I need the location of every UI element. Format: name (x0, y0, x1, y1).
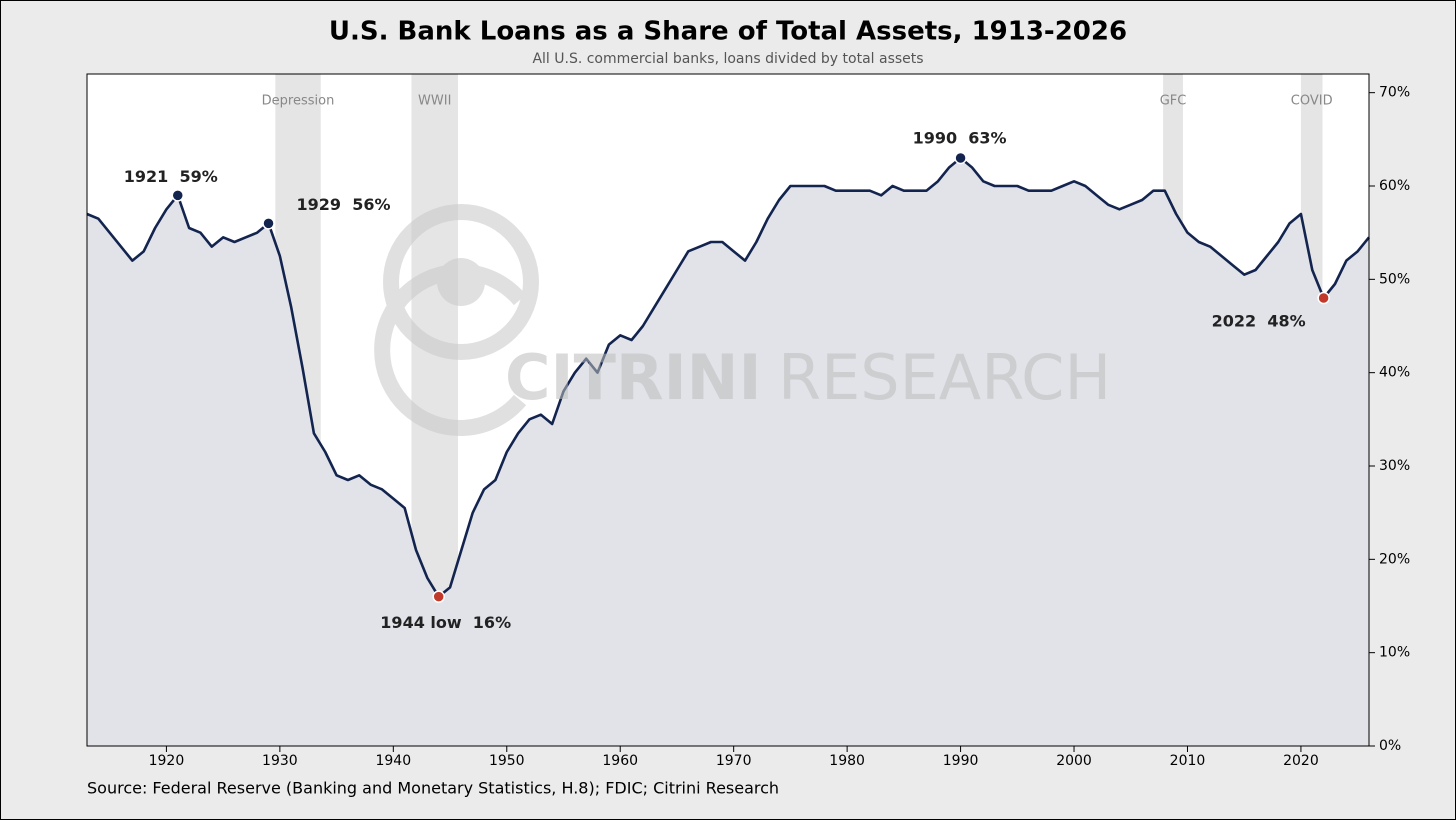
y-tick-label: 10% (1379, 645, 1410, 661)
period-label: WWII (418, 94, 451, 109)
annotation-label: 1944 low 16% (380, 613, 511, 632)
y-tick-label: 40% (1379, 365, 1410, 381)
chart-subtitle: All U.S. commercial banks, loans divided… (532, 51, 923, 67)
x-tick-label: 1940 (375, 753, 411, 769)
y-tick-label: 30% (1379, 458, 1410, 474)
period-label: GFC (1160, 94, 1187, 109)
x-tick-label: 2010 (1170, 753, 1206, 769)
annotation-marker (1317, 291, 1330, 305)
x-tick-label: 2000 (1056, 753, 1092, 769)
annotation-label: 1929 56% (297, 195, 391, 214)
watermark-text: CITRINI (505, 341, 762, 414)
logo-arc (374, 264, 527, 436)
watermark-text: RESEARCH (778, 341, 1111, 414)
watermark: CITRINI RESEARCH (374, 204, 1111, 436)
chart-title: U.S. Bank Loans as a Share of Total Asse… (329, 17, 1127, 47)
area (87, 158, 1369, 746)
period-label: Depression (262, 94, 335, 109)
x-tick-label: 1990 (943, 753, 979, 769)
x-tick-label: 2020 (1283, 753, 1319, 769)
annotation-label: 1921 59% (124, 167, 218, 186)
x-tick-label: 1960 (602, 753, 638, 769)
period-label: COVID (1291, 94, 1333, 109)
annotation-label: 2022 48% (1212, 312, 1306, 331)
x-tick-label: 1930 (262, 753, 298, 769)
y-tick-label: 20% (1379, 551, 1410, 567)
y-tick-label: 50% (1379, 271, 1410, 287)
x-tick-label: 1950 (489, 753, 525, 769)
x-tick-label: 1920 (149, 753, 185, 769)
x-tick-label: 1970 (716, 753, 752, 769)
logo-ring (383, 204, 539, 360)
source-note: Source: Federal Reserve (Banking and Mon… (87, 779, 779, 798)
annotation-marker (954, 151, 967, 165)
y-tick-label: 60% (1379, 178, 1410, 194)
line (86, 156, 1371, 598)
y-tick-label: 70% (1379, 85, 1410, 101)
annotation-label: 1990 63% (913, 129, 1007, 148)
x-tick-label: 1980 (829, 753, 865, 769)
annotation-marker (262, 217, 275, 230)
plot-frame (86, 73, 1370, 747)
annotation-marker (432, 590, 445, 603)
y-tick-label: 0% (1379, 738, 1401, 754)
annotation-marker (171, 189, 185, 202)
